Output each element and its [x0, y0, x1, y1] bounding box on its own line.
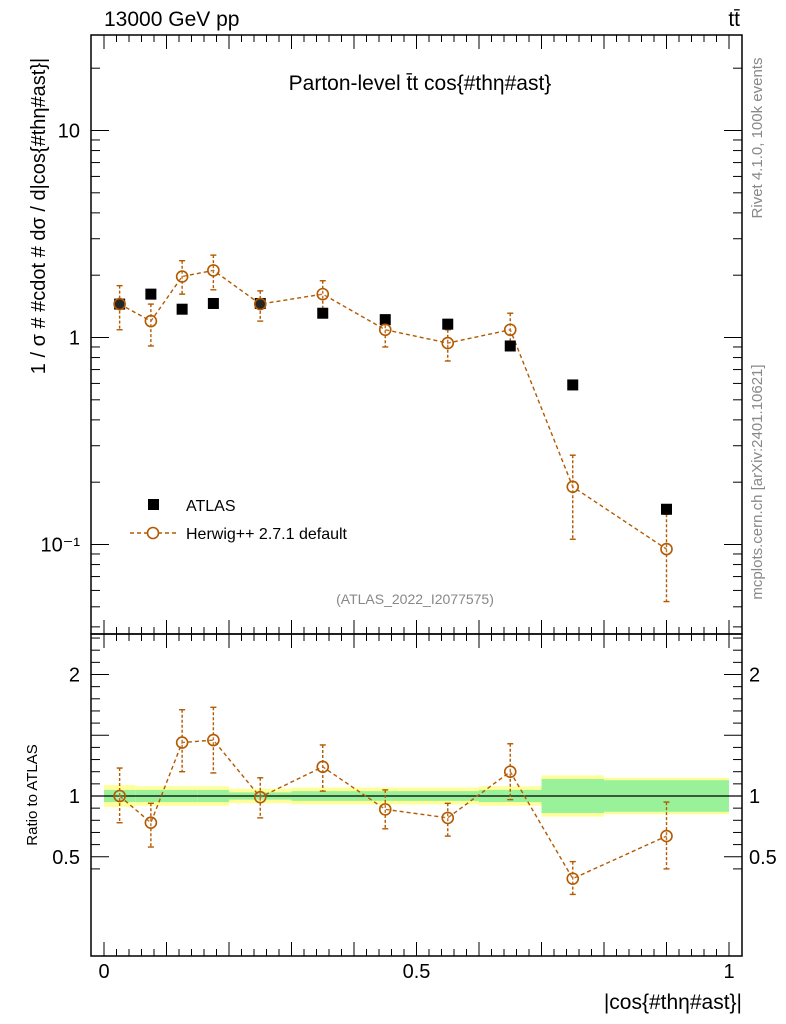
herwig-point	[441, 336, 455, 350]
herwig-point	[144, 314, 158, 328]
herwig-ratio-point	[660, 829, 673, 843]
legend: ATLAS Herwig++ 2.7.1 default	[130, 498, 348, 543]
x-tick-labels: 0 0.5 1	[98, 961, 734, 983]
ratio-y-tick-label-right: 1	[749, 786, 760, 808]
legend-label-herwig: Herwig++ 2.7.1 default	[186, 526, 348, 543]
atlas-point	[254, 297, 266, 309]
ratio-y-tick-label: 1	[69, 786, 80, 808]
herwig-ratio-point	[253, 790, 267, 804]
herwig-line	[119, 269, 667, 550]
ratio-y-axis-label: Ratio to ATLAS	[24, 744, 41, 845]
y-axis-label: 1 / σ # #cdot # dσ / d|cos{#thη#ast}|	[28, 58, 50, 374]
x-tick-label: 1	[723, 961, 734, 983]
legend-marker-herwig	[146, 526, 160, 540]
atlas-point	[145, 288, 157, 300]
y-tick-label: 1	[69, 328, 80, 350]
herwig-ratio-point	[316, 760, 330, 774]
ratio-y-tick-label: 0.5	[52, 847, 80, 869]
rivet-version-label: Rivet 4.1.0, 100k events	[749, 58, 766, 219]
herwig-ratio-point	[113, 789, 126, 803]
herwig-ratio-point	[441, 811, 455, 825]
atlas-point	[567, 379, 579, 391]
herwig-ratio-point	[566, 872, 580, 885]
herwig-point	[207, 264, 220, 277]
herwig-point	[175, 270, 189, 283]
herwig-ratio-point	[378, 803, 392, 816]
x-tick-label: 0.5	[403, 961, 431, 983]
herwig-point	[503, 323, 517, 337]
atlas-point	[661, 503, 672, 515]
atlas-point	[114, 298, 126, 310]
ratio-panel-ticks: 0.5 0.5 1 1 2 2	[52, 634, 777, 956]
atlas-point	[379, 314, 391, 326]
atlas-point	[504, 340, 516, 352]
main-panel-frame	[90, 34, 743, 635]
legend-marker-atlas	[148, 499, 159, 510]
process-label: tt̄	[728, 8, 740, 31]
chart-title: Parton-level t̄t cos{#thη#ast}	[289, 72, 552, 95]
herwig-point	[660, 542, 673, 556]
y-tick-label: 10⁻¹	[41, 535, 81, 557]
x-tick-label: 0	[98, 961, 109, 983]
herwig-point	[316, 287, 330, 301]
mcplots-label: mcplots.cern.ch [arXiv:2401.10621]	[749, 364, 766, 599]
atlas-point	[207, 297, 219, 309]
herwig-ratio-point	[503, 765, 517, 779]
herwig-point	[253, 297, 267, 311]
ratio-panel-marks	[113, 706, 673, 896]
herwig-ratio-point	[207, 733, 220, 747]
y-tick-label: 10	[58, 121, 80, 143]
herwig-point	[113, 297, 126, 311]
legend-label-atlas: ATLAS	[186, 498, 236, 515]
herwig-ratio-point	[144, 816, 158, 830]
analysis-label: (ATLAS_2022_I2077575)	[336, 591, 494, 607]
atlas-point	[442, 318, 454, 330]
ratio-y-tick-label-right: 2	[749, 665, 760, 687]
herwig-ratio-point	[175, 736, 189, 749]
main-panel-marks	[113, 254, 673, 603]
herwig-point	[566, 480, 580, 494]
herwig-point	[378, 323, 392, 337]
main-panel-ticks: 10⁻¹ 1 10	[41, 35, 742, 634]
atlas-point	[317, 307, 329, 319]
x-axis-label: |cos{#thη#ast}|	[604, 991, 742, 1014]
ratio-y-tick-label: 2	[69, 665, 80, 687]
energy-label: 13000 GeV pp	[104, 8, 239, 31]
atlas-point	[176, 303, 188, 315]
ratio-y-tick-label-right: 0.5	[749, 847, 777, 869]
